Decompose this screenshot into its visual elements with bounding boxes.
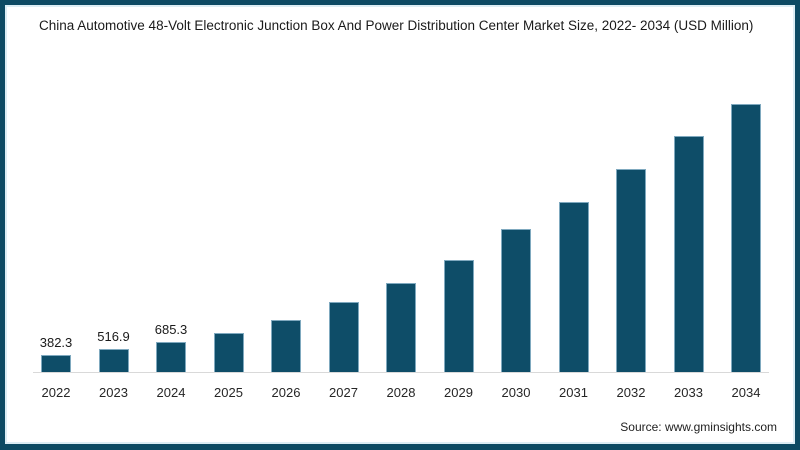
bar-value-label-2023: 516.9 (97, 329, 130, 345)
bar-2027 (328, 302, 359, 373)
x-tick-2033: 2033 (674, 385, 703, 400)
bar-column-2032 (616, 99, 646, 373)
bar-column-2029 (443, 99, 474, 373)
bar-value-label-2024: 685.3 (154, 321, 188, 337)
x-tick-2025: 2025 (214, 385, 243, 400)
bar-column-2025 (213, 99, 244, 373)
bar-2033 (673, 135, 704, 373)
bar-value-label-2022: 382.3 (39, 335, 73, 351)
bar-2022 (41, 355, 71, 373)
bar-2025 (213, 332, 244, 373)
bar-2034 (731, 104, 761, 373)
x-tick-2022: 2022 (41, 385, 71, 400)
x-axis-labels: 2022 2023 2024 2025 2026 2027 2028 2029 2030 2031… (41, 385, 761, 400)
x-tick-2029: 2029 (444, 385, 473, 400)
chart-title: China Automotive 48-Volt Electronic Junc… (39, 18, 754, 33)
x-tick-2024: 2024 (156, 385, 186, 400)
bar-column-2031 (558, 99, 589, 373)
x-tick-2026: 2026 (271, 385, 301, 400)
x-tick-2034: 2034 (731, 385, 761, 400)
plot-area: 382.3 516.9 685.3 (39, 99, 761, 373)
bar-2023 (98, 349, 129, 373)
x-tick-2031: 2031 (559, 385, 588, 400)
x-tick-2027: 2027 (329, 385, 358, 400)
bar-column-2034 (731, 99, 761, 373)
bar-column-2027 (328, 99, 359, 373)
x-tick-2028: 2028 (386, 385, 416, 400)
x-axis-line (33, 372, 769, 373)
source-text: Source: www.gminsights.com (620, 420, 777, 434)
x-tick-2023: 2023 (99, 385, 128, 400)
bar-column-2023: 516.9 (97, 99, 130, 373)
bar-column-2026 (271, 99, 301, 373)
bar-column-2024: 685.3 (154, 99, 188, 373)
x-tick-2032: 2032 (616, 385, 646, 400)
bars-container: 382.3 516.9 685.3 (39, 99, 761, 373)
bar-column-2033 (673, 99, 704, 373)
x-tick-2030: 2030 (501, 385, 531, 400)
bar-2028 (386, 282, 416, 373)
bar-2031 (558, 201, 589, 373)
bar-column-2028 (386, 99, 416, 373)
bar-column-2022: 382.3 (39, 99, 73, 373)
bar-2029 (443, 259, 474, 373)
bar-2024 (156, 341, 186, 373)
bar-2030 (501, 229, 531, 373)
bar-2032 (616, 168, 646, 373)
bar-column-2030 (501, 99, 531, 373)
bar-2026 (271, 319, 301, 373)
